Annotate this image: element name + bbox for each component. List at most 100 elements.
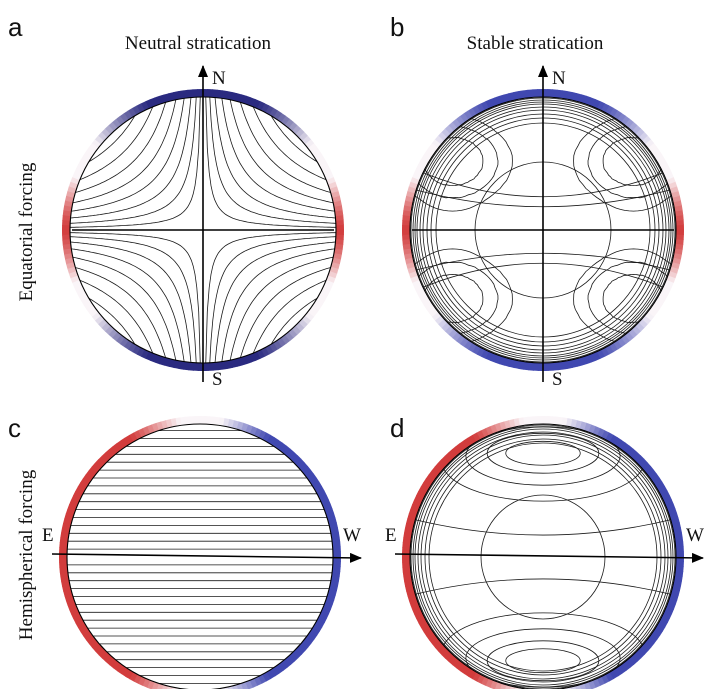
rim-segment	[295, 458, 305, 469]
column-title-neutral: Neutral stratication	[125, 33, 272, 54]
rim-segment	[414, 284, 424, 293]
rim-segment	[326, 592, 336, 601]
contour-line	[225, 97, 336, 207]
rim-segment	[307, 307, 318, 317]
rim-segment	[485, 351, 494, 362]
rim-segment	[74, 284, 84, 293]
rim-segment	[508, 92, 516, 102]
rim-segment	[330, 574, 340, 582]
rim-segment	[471, 432, 481, 443]
rim-segment	[67, 602, 77, 611]
rim-segment	[91, 311, 102, 322]
rim-segment	[150, 353, 159, 363]
rim-segment	[620, 442, 630, 453]
rim-segment	[428, 635, 439, 645]
rim-segment	[508, 359, 517, 369]
contour-line	[505, 440, 581, 466]
rim-segment	[597, 676, 606, 686]
rim-segment	[77, 623, 88, 633]
rim-segment	[634, 128, 645, 138]
contour-line	[303, 97, 336, 123]
rim-segment	[105, 655, 116, 666]
rim-segment	[333, 247, 343, 255]
rim-segment	[415, 163, 426, 173]
rim-segment	[142, 678, 151, 689]
rim-segment	[88, 466, 99, 476]
rim-segment	[133, 674, 143, 685]
rim-segment	[476, 674, 486, 685]
rim-segment	[67, 186, 77, 195]
rim-segment	[597, 349, 606, 359]
rim-segment	[635, 321, 645, 332]
rim-segment	[284, 448, 295, 459]
rim-segment	[169, 418, 177, 428]
rim-segment	[441, 128, 451, 139]
rim-segment	[628, 655, 638, 666]
rim-segment	[230, 358, 238, 368]
rim-segment	[220, 90, 228, 100]
west-label-c: W	[343, 525, 361, 546]
rim-segment	[426, 631, 436, 641]
rim-segment	[407, 513, 417, 522]
rim-segment	[402, 537, 412, 544]
contour-line	[410, 261, 499, 334]
rim-segment	[168, 92, 176, 102]
rim-segment	[165, 419, 173, 429]
rim-segment	[569, 91, 578, 101]
rim-segment	[641, 314, 652, 325]
rim-segment	[75, 619, 86, 629]
panel-label-b: b	[390, 12, 404, 42]
rim-segment	[151, 422, 159, 433]
rim-segment	[70, 495, 81, 504]
rim-segment	[403, 532, 413, 540]
rim-segment	[667, 508, 678, 516]
rim-segment	[281, 334, 291, 345]
rim-segment	[287, 121, 298, 132]
rim-segment	[592, 98, 601, 109]
rim-segment	[327, 588, 337, 596]
rim-segment	[301, 314, 312, 325]
rim-segment	[621, 334, 631, 345]
rim-segment	[426, 304, 436, 314]
rim-segment	[578, 94, 587, 104]
rim-segment	[523, 361, 530, 371]
rim-segment	[108, 445, 119, 456]
rim-segment	[406, 589, 416, 597]
rim-segment	[320, 287, 331, 297]
rim-segment	[420, 623, 431, 633]
rim-segment	[596, 100, 605, 111]
rim-segment	[416, 615, 426, 624]
rim-segment	[655, 154, 666, 164]
rim-segment	[60, 532, 70, 540]
rim-segment	[406, 191, 416, 199]
rim-segment	[666, 176, 676, 185]
rim-segment	[91, 462, 102, 473]
rim-segment	[425, 474, 436, 484]
rim-segment	[418, 486, 428, 496]
rim-segment	[460, 664, 470, 675]
rim-segment	[127, 107, 137, 118]
rim-segment	[249, 678, 259, 688]
rim-segment	[269, 437, 279, 447]
rim-segment	[407, 186, 417, 195]
rim-segment	[574, 420, 582, 430]
rim-segment	[136, 103, 145, 113]
rim-segment	[65, 508, 76, 517]
rim-segment	[592, 425, 601, 436]
rim-segment	[664, 171, 674, 181]
rim-segment	[406, 262, 416, 270]
rim-segment	[624, 658, 635, 669]
rim-segment	[566, 359, 574, 369]
rim-segment	[301, 465, 312, 476]
rim-segment	[216, 89, 223, 99]
rim-segment	[655, 481, 666, 491]
rim-segment	[312, 481, 323, 491]
rim-segment	[298, 318, 309, 328]
ew-axis-arrow-c	[51, 552, 362, 563]
rim-segment	[587, 424, 596, 434]
rim-segment	[147, 680, 156, 689]
rim-segment	[674, 570, 684, 577]
colored-rim-d	[401, 415, 685, 689]
rim-segment	[73, 168, 84, 177]
contour-line	[214, 240, 336, 363]
